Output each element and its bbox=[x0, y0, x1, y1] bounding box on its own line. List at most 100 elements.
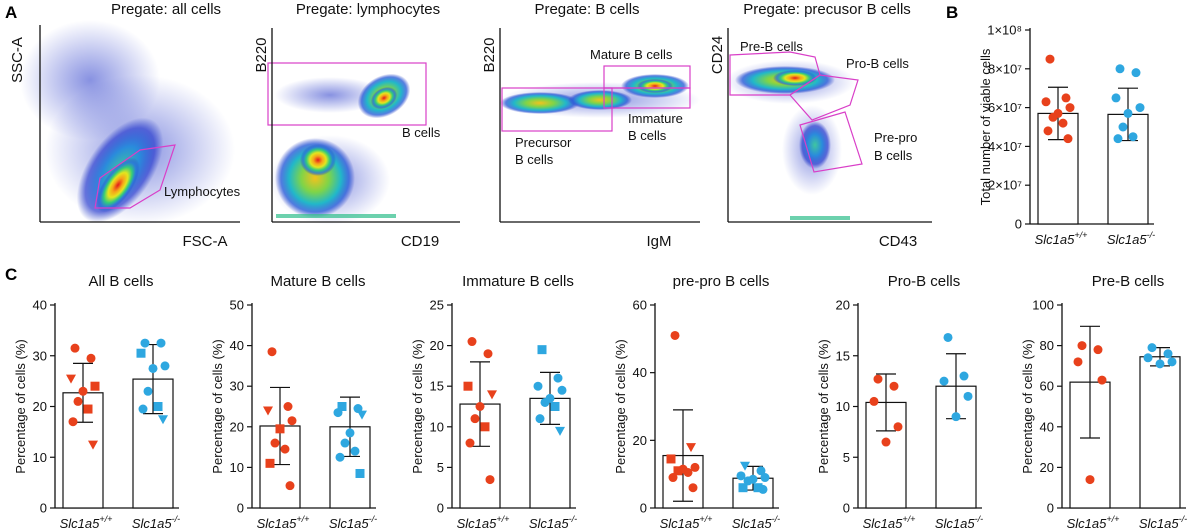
genotype-superscript: -/- bbox=[1179, 514, 1188, 524]
y-tick-label: 10 bbox=[230, 460, 244, 475]
data-point bbox=[1093, 345, 1103, 355]
data-point bbox=[158, 415, 168, 425]
genotype-superscript: -/- bbox=[975, 514, 984, 524]
chart-pro-b-cells: Pro-B cells 0 5 10 15 20 Percentage of cells (… bbox=[816, 273, 983, 530]
data-point bbox=[263, 406, 273, 416]
data-point bbox=[73, 396, 83, 406]
data-point bbox=[1043, 126, 1053, 136]
data-point bbox=[869, 396, 879, 406]
data-point bbox=[160, 361, 170, 371]
x-tick-label: Slc1a5+/+ bbox=[863, 514, 916, 530]
x-tick-label: Slc1a5+/+ bbox=[457, 514, 510, 530]
data-point bbox=[943, 332, 953, 342]
gate-b-cells bbox=[267, 62, 427, 126]
data-point bbox=[535, 414, 545, 424]
gating-ylabel: SSC-A bbox=[9, 37, 26, 83]
y-axis-label: Percentage of cells (%) bbox=[613, 339, 628, 473]
data-point bbox=[1163, 349, 1173, 359]
bar-ko bbox=[1139, 356, 1181, 509]
data-point bbox=[666, 454, 676, 464]
x-tick-label: Slc1a5+/+ bbox=[60, 514, 113, 530]
y-tick-label: 20 bbox=[230, 419, 244, 434]
data-point bbox=[1111, 93, 1121, 103]
data-point bbox=[873, 374, 883, 384]
data-point bbox=[287, 416, 297, 426]
gate-label: Pro-B cells bbox=[846, 56, 909, 71]
gating-ylabel: B220 bbox=[253, 37, 270, 72]
y-tick-label: 0 bbox=[843, 501, 850, 516]
data-point bbox=[283, 402, 293, 411]
y-tick-label: 0 bbox=[1015, 217, 1022, 232]
y-tick-label: 8×10⁷ bbox=[988, 61, 1022, 76]
data-point bbox=[760, 473, 770, 483]
y-tick-label: 5 bbox=[843, 450, 850, 465]
data-point bbox=[1073, 357, 1083, 367]
panel-label-a: A bbox=[5, 3, 17, 22]
genotype-gene: Slc1a5 bbox=[257, 516, 298, 530]
gate-label: Pre-B cells bbox=[740, 39, 803, 54]
data-point bbox=[537, 345, 547, 355]
y-tick-label: 10 bbox=[33, 450, 47, 465]
x-tick-label: Slc1a5+/+ bbox=[660, 514, 713, 530]
data-point bbox=[153, 402, 163, 411]
gating-plot-title: Pregate: B cells bbox=[534, 1, 639, 18]
data-point bbox=[465, 438, 475, 448]
y-tick-label: 40 bbox=[33, 298, 47, 313]
data-point bbox=[1123, 108, 1133, 118]
data-point bbox=[265, 458, 275, 468]
data-point bbox=[1097, 375, 1107, 385]
data-point bbox=[686, 443, 696, 453]
data-point bbox=[740, 461, 750, 471]
data-point bbox=[673, 466, 683, 476]
data-point bbox=[1118, 122, 1128, 132]
data-point bbox=[1045, 54, 1055, 64]
y-axis-label: Total number of viable cells bbox=[978, 48, 993, 205]
y-tick-label: 20 bbox=[33, 399, 47, 414]
data-point bbox=[345, 428, 355, 438]
chart-total-viable-cells: 0 2×10⁷ 4×10⁷ 6×10⁷ 8×10⁷ 1×10⁸ Total number o… bbox=[978, 23, 1155, 248]
panel-label-c: C bbox=[5, 265, 17, 284]
y-tick-label: 0 bbox=[640, 501, 647, 516]
y-tick-label: 6×10⁷ bbox=[988, 100, 1022, 115]
y-tick-label: 60 bbox=[633, 298, 647, 313]
genotype-superscript: -/- bbox=[1147, 230, 1156, 240]
gating-ylabel: B220 bbox=[481, 37, 498, 72]
chart-immature-b-cells: Immature B cells 0 5 10 15 20 25 Percentage of … bbox=[410, 273, 577, 530]
y-tick-label: 5 bbox=[437, 460, 444, 475]
gating-ylabel: CD24 bbox=[709, 36, 726, 74]
gating-plot-title: Pregate: lymphocytes bbox=[296, 1, 440, 18]
data-point bbox=[1155, 359, 1165, 369]
genotype-gene: Slc1a5 bbox=[732, 516, 773, 530]
data-point bbox=[90, 381, 100, 391]
x-tick-label: Slc1a5-/- bbox=[1107, 230, 1155, 247]
y-axis-label: Percentage of cells (%) bbox=[210, 339, 225, 473]
x-tick-label: Slc1a5+/+ bbox=[1035, 230, 1088, 247]
chart-title: Immature B cells bbox=[462, 273, 574, 290]
y-tick-label: 20 bbox=[430, 338, 444, 353]
data-point bbox=[1065, 103, 1075, 113]
data-point bbox=[1061, 93, 1071, 103]
gate-label: B cells bbox=[628, 128, 667, 143]
x-tick-label: Slc1a5-/- bbox=[935, 514, 983, 530]
genotype-superscript: +/+ bbox=[902, 514, 915, 524]
y-tick-label: 20 bbox=[1040, 460, 1054, 475]
data-point bbox=[78, 386, 88, 396]
data-point bbox=[487, 390, 497, 400]
data-point bbox=[480, 422, 490, 432]
data-point bbox=[738, 483, 748, 493]
data-point bbox=[756, 466, 766, 476]
chart-mature-b-cells: Mature B cells 0 10 20 30 40 50 Percentage of c… bbox=[210, 273, 377, 530]
y-tick-label: 15 bbox=[430, 379, 444, 394]
y-tick-label: 25 bbox=[430, 298, 444, 313]
x-tick-label: Slc1a5-/- bbox=[329, 514, 377, 530]
y-tick-label: 50 bbox=[230, 298, 244, 313]
data-point bbox=[1113, 134, 1123, 144]
data-point bbox=[1077, 341, 1087, 351]
x-tick-label: Slc1a5-/- bbox=[732, 514, 780, 530]
data-point bbox=[275, 424, 285, 434]
data-point bbox=[553, 373, 563, 383]
data-point bbox=[156, 338, 166, 348]
data-point bbox=[758, 484, 768, 494]
gate-pro-b bbox=[789, 74, 859, 121]
data-point bbox=[753, 483, 763, 493]
